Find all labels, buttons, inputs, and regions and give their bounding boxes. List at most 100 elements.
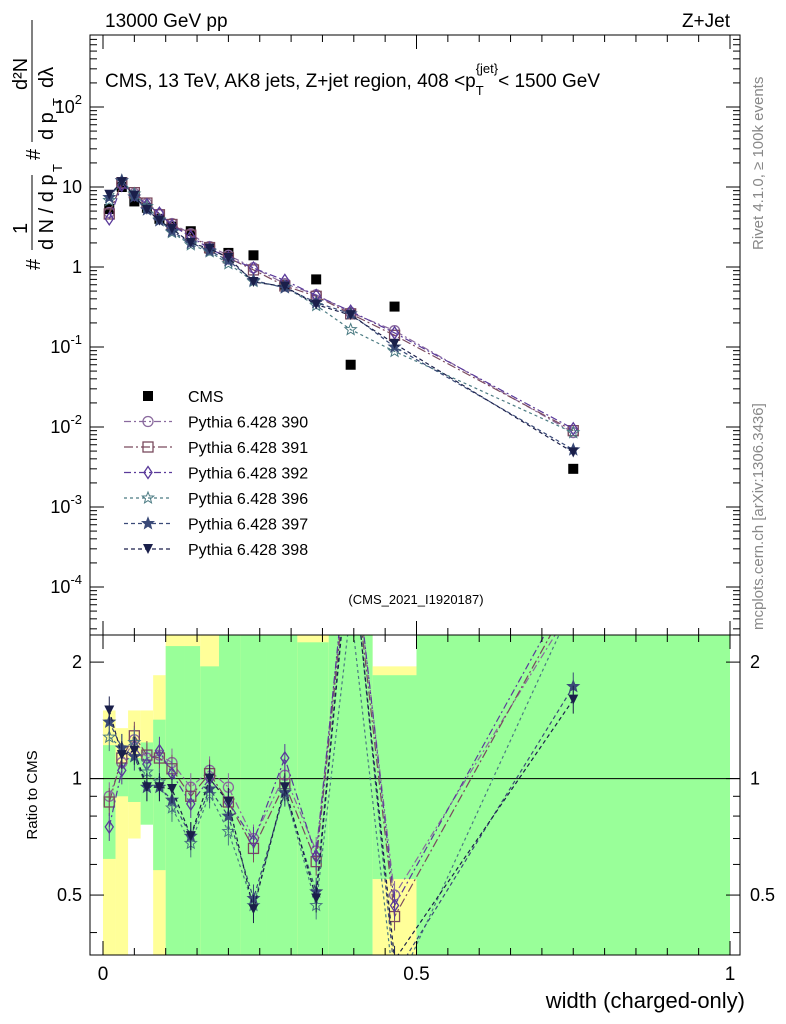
y-tick-base: 10 xyxy=(50,577,70,597)
data-point xyxy=(389,338,400,349)
data-point xyxy=(279,281,290,292)
ratio-y-tick-label-right: 0.5 xyxy=(750,885,775,905)
ratio-point xyxy=(569,577,577,589)
x-tick-label: 1 xyxy=(725,964,736,985)
legend-entry: Pythia 6.428 390 xyxy=(188,415,308,432)
legend-marker xyxy=(141,490,155,505)
plot-title-sub: T xyxy=(476,83,484,98)
series-line xyxy=(108,181,574,454)
ratio-point xyxy=(346,521,356,531)
main-plot-content xyxy=(102,173,581,474)
data-point xyxy=(311,274,322,285)
ratio-y-tick-label: 0.5 xyxy=(57,885,82,905)
data-point xyxy=(102,193,117,207)
ratio-point xyxy=(185,831,196,842)
y-tick-label: 10-1 xyxy=(50,332,82,357)
data-point xyxy=(248,276,259,287)
series-4 xyxy=(102,173,581,439)
ratio-point xyxy=(389,898,400,913)
header-left: 13000 GeV pp xyxy=(105,11,228,32)
legend-marker xyxy=(143,544,153,554)
data-point xyxy=(141,204,152,215)
y-tick-label: 10-4 xyxy=(50,572,82,597)
ratio-y-tick-label-right: 1 xyxy=(750,769,760,789)
ratio-point xyxy=(204,773,215,784)
ratio-point xyxy=(104,819,115,835)
ratio-point xyxy=(389,987,401,998)
legend-marker xyxy=(143,391,153,401)
data-point xyxy=(568,463,579,474)
legend-marker xyxy=(142,415,154,428)
series-line xyxy=(108,179,574,451)
plot-title: CMS, 13 TeV, AK8 jets, Z+jet region, 408… xyxy=(105,61,600,98)
plot-title-suffix: < 1500 GeV xyxy=(498,71,600,92)
ratio-y-tick-label-right: 2 xyxy=(750,652,760,672)
ylabel-hash1: # xyxy=(23,258,45,270)
ratio-ylabel: Ratio to CMS xyxy=(24,750,41,839)
data-point xyxy=(166,223,177,234)
y-tick-label: 10-2 xyxy=(50,412,82,437)
ratio-point xyxy=(280,750,290,766)
ylabel-dlambda: dλ xyxy=(36,67,58,88)
ylabel-dN: d N / d p xyxy=(36,174,58,250)
legend-marker xyxy=(143,465,153,480)
y-tick-exp: -4 xyxy=(70,572,82,587)
y-tick-base: 10 xyxy=(50,497,70,517)
y-tick-base: 10 xyxy=(50,337,70,357)
ratio-panel: 0.5 0.5 1 1 2 2 xyxy=(57,521,775,998)
ratio-point xyxy=(568,601,578,611)
legend-entry: Pythia 6.428 398 xyxy=(188,542,308,559)
ylabel-t2: T xyxy=(50,98,65,106)
y-tick-exp: -3 xyxy=(70,492,82,507)
ratio-line xyxy=(108,635,546,908)
legend-entry: Pythia 6.428 396 xyxy=(188,491,308,508)
series-6 xyxy=(104,177,579,458)
main-ylabel: # 1 d N / d p T # d²N d p T dλ xyxy=(10,20,65,270)
green-band xyxy=(297,642,329,955)
ratio-point xyxy=(129,745,140,756)
x-tick-label: 0.5 xyxy=(403,964,429,985)
ratio-point xyxy=(154,782,165,793)
ratio-point xyxy=(104,705,115,716)
data-point xyxy=(345,359,356,370)
ratio-point xyxy=(248,904,259,915)
series-5 xyxy=(102,173,581,456)
ratio-point xyxy=(568,589,578,599)
data-point xyxy=(343,322,358,336)
ratio-line xyxy=(108,635,552,919)
legend: CMS Pythia 6.428 390 Pythia 6.428 391 Pythi… xyxy=(124,389,308,559)
legend-entry: Pythia 6.428 397 xyxy=(188,517,308,534)
y-tick-label: 10 xyxy=(62,177,82,197)
series-line xyxy=(108,182,574,434)
legend-entry: CMS xyxy=(188,389,224,406)
ratio-point xyxy=(568,598,580,609)
x-axis-label: width (charged-only) xyxy=(545,988,745,1013)
data-point xyxy=(223,252,234,263)
ratio-plot-content xyxy=(90,521,740,998)
data-point xyxy=(204,243,215,254)
y-tick-base: 10 xyxy=(55,97,75,117)
rivet-version-label: Rivet 4.1.0, ≥ 100k events xyxy=(750,77,767,250)
ratio-point xyxy=(154,743,165,758)
ratio-series-5 xyxy=(104,532,579,955)
ratio-point xyxy=(117,763,127,778)
ratio-uncertainty-bands xyxy=(103,635,730,955)
y-tick-exp: 2 xyxy=(75,92,82,107)
header-right: Z+Jet xyxy=(682,11,731,32)
ratio-point xyxy=(311,893,322,904)
y-tick-exp: -2 xyxy=(70,412,82,427)
ratio-point xyxy=(346,532,356,542)
ylabel-one: 1 xyxy=(10,223,32,234)
ratio-point xyxy=(346,528,356,538)
data-point xyxy=(568,447,579,458)
legend-entry: Pythia 6.428 391 xyxy=(188,440,308,457)
analysis-annotation: (CMS_2021_I1920187) xyxy=(348,592,483,607)
x-axis: 0 0.5 1 xyxy=(98,35,736,985)
ylabel-hash2: # xyxy=(23,148,45,160)
ratio-point xyxy=(311,849,321,864)
data-point xyxy=(311,299,322,310)
data-point xyxy=(566,425,581,439)
mcplots-label: mcplots.cern.ch [arXiv:1306.3436] xyxy=(750,403,767,630)
y-tick-label: 102 xyxy=(55,92,82,117)
ylabel-dpT: d p xyxy=(36,112,58,140)
